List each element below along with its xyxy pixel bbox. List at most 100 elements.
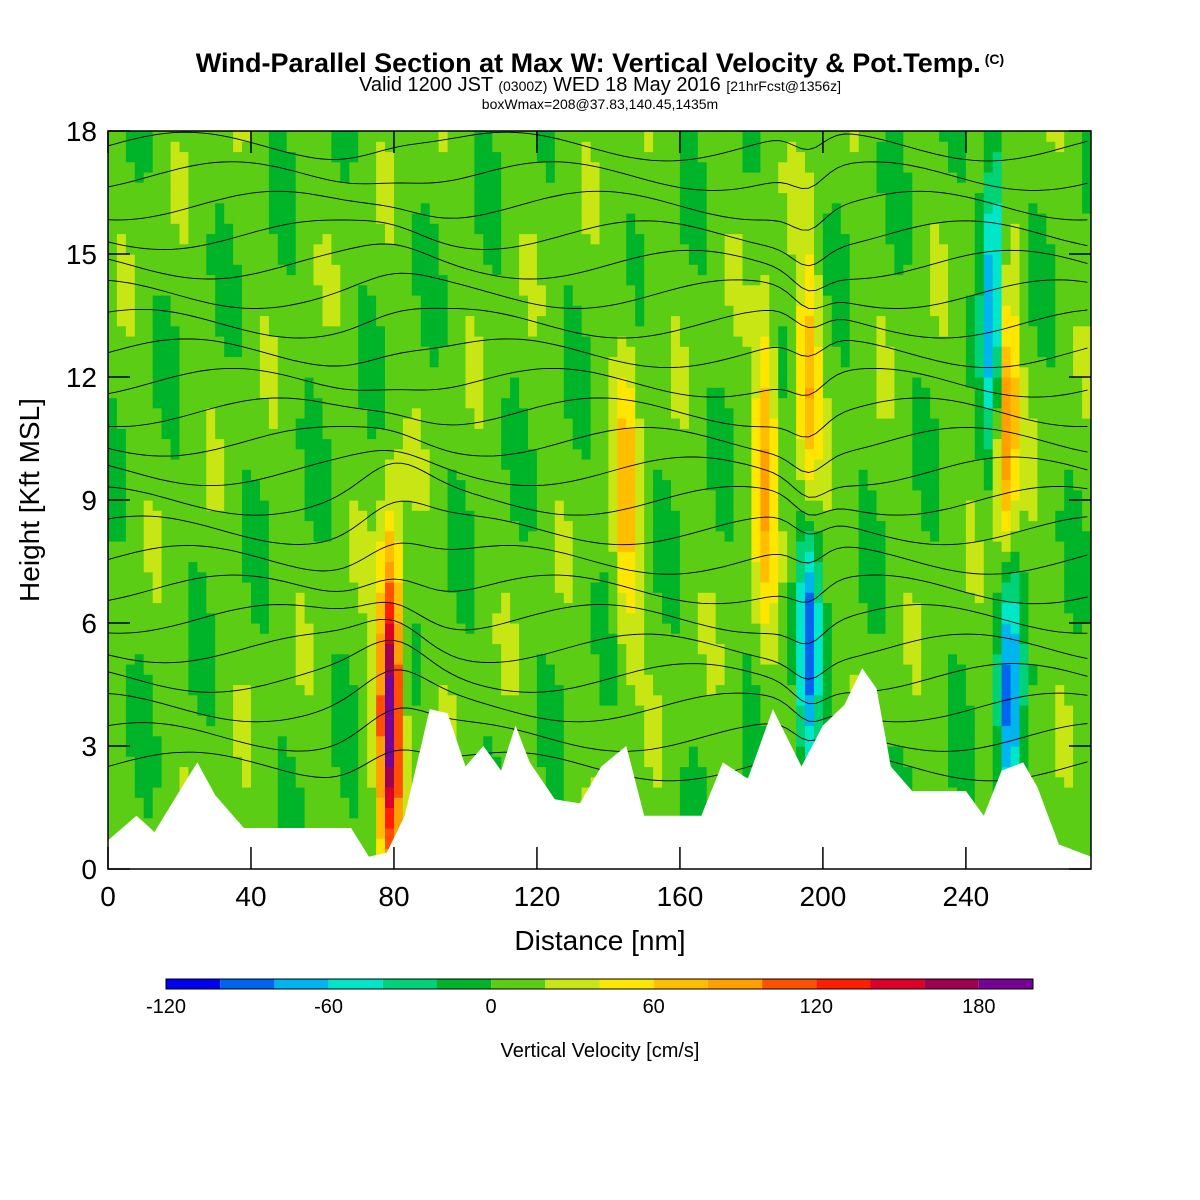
velocity-cell bbox=[304, 336, 315, 347]
velocity-cell bbox=[295, 500, 306, 511]
velocity-cell bbox=[331, 623, 341, 634]
velocity-cell bbox=[313, 192, 323, 204]
velocity-cell bbox=[545, 469, 556, 481]
velocity-cell bbox=[358, 151, 368, 163]
velocity-cell bbox=[644, 623, 654, 634]
velocity-cell bbox=[465, 469, 475, 481]
velocity-cell bbox=[161, 612, 172, 624]
velocity-cell bbox=[653, 182, 663, 194]
velocity-cell bbox=[259, 315, 270, 327]
velocity-cell bbox=[233, 448, 243, 460]
velocity-cell bbox=[215, 366, 225, 378]
velocity-cell bbox=[465, 223, 475, 235]
velocity-cell bbox=[662, 746, 672, 757]
velocity-cell bbox=[376, 571, 386, 583]
velocity-cell bbox=[581, 397, 592, 409]
velocity-cell bbox=[483, 233, 493, 245]
velocity-cell bbox=[697, 182, 708, 194]
velocity-cell bbox=[402, 305, 413, 317]
velocity-cell bbox=[242, 674, 252, 686]
velocity-cell bbox=[492, 469, 502, 481]
velocity-cell bbox=[545, 500, 556, 511]
velocity-cell bbox=[233, 643, 243, 655]
velocity-cell bbox=[563, 479, 574, 491]
velocity-cell bbox=[715, 315, 726, 327]
velocity-cell bbox=[626, 705, 636, 716]
velocity-cell bbox=[572, 479, 583, 491]
velocity-cell bbox=[599, 141, 609, 153]
velocity-cell bbox=[108, 274, 118, 286]
velocity-cell bbox=[143, 182, 154, 194]
velocity-cell bbox=[376, 705, 386, 716]
velocity-cell bbox=[233, 264, 243, 276]
velocity-cell bbox=[715, 397, 726, 409]
velocity-cell bbox=[447, 448, 458, 460]
velocity-cell bbox=[233, 295, 243, 306]
velocity-cell bbox=[510, 571, 520, 583]
velocity-cell bbox=[402, 725, 413, 737]
velocity-cell bbox=[251, 694, 261, 706]
velocity-cell bbox=[572, 213, 583, 224]
velocity-cell bbox=[706, 387, 717, 399]
velocity-cell bbox=[429, 684, 440, 696]
velocity-cell bbox=[671, 305, 681, 317]
velocity-cell bbox=[179, 264, 189, 276]
velocity-cell bbox=[510, 233, 520, 245]
velocity-cell bbox=[340, 530, 350, 542]
velocity-cell bbox=[340, 315, 350, 327]
velocity-cell bbox=[519, 694, 529, 706]
velocity-cell bbox=[116, 377, 127, 388]
velocity-cell bbox=[545, 243, 556, 255]
velocity-cell bbox=[277, 612, 288, 624]
velocity-cell bbox=[644, 746, 654, 757]
velocity-cell bbox=[394, 161, 404, 173]
velocity-cell bbox=[653, 479, 663, 491]
velocity-cell bbox=[161, 705, 172, 716]
velocity-cell bbox=[554, 592, 565, 604]
velocity-cell bbox=[474, 643, 484, 655]
velocity-cell bbox=[402, 274, 413, 286]
velocity-cell bbox=[376, 346, 386, 358]
velocity-cell bbox=[125, 653, 136, 665]
velocity-cell bbox=[653, 397, 663, 409]
velocity-cell bbox=[188, 561, 198, 573]
velocity-cell bbox=[706, 418, 717, 429]
velocity-cell bbox=[501, 141, 511, 153]
velocity-cell bbox=[581, 182, 592, 194]
velocity-cell bbox=[679, 746, 690, 757]
velocity-cell bbox=[653, 756, 663, 768]
velocity-cell bbox=[671, 161, 681, 173]
velocity-cell bbox=[367, 141, 377, 153]
velocity-cell bbox=[510, 315, 520, 327]
velocity-cell bbox=[233, 202, 243, 214]
velocity-cell bbox=[125, 746, 136, 757]
velocity-cell bbox=[322, 387, 332, 399]
velocity-cell bbox=[429, 213, 440, 224]
velocity-cell bbox=[215, 746, 225, 757]
velocity-cell bbox=[545, 407, 556, 419]
velocity-cell bbox=[438, 213, 449, 224]
velocity-cell bbox=[340, 766, 350, 778]
velocity-cell bbox=[367, 694, 377, 706]
velocity-cell bbox=[644, 161, 654, 173]
velocity-cell bbox=[394, 428, 404, 440]
velocity-cell bbox=[143, 469, 154, 481]
velocity-cell bbox=[429, 592, 440, 604]
velocity-cell bbox=[402, 295, 413, 306]
velocity-cell bbox=[554, 705, 565, 716]
velocity-cell bbox=[143, 448, 154, 460]
velocity-cell bbox=[492, 202, 502, 214]
velocity-cell bbox=[688, 407, 699, 419]
velocity-cell bbox=[617, 223, 627, 235]
velocity-cell bbox=[653, 623, 663, 634]
velocity-cell bbox=[188, 274, 198, 286]
velocity-cell bbox=[492, 418, 502, 429]
velocity-cell bbox=[349, 459, 359, 470]
velocity-cell bbox=[152, 746, 163, 757]
velocity-cell bbox=[572, 797, 583, 809]
velocity-cell bbox=[161, 776, 172, 788]
velocity-cell bbox=[125, 715, 136, 727]
velocity-cell bbox=[349, 561, 359, 573]
velocity-cell bbox=[188, 202, 198, 214]
velocity-cell bbox=[358, 387, 368, 399]
